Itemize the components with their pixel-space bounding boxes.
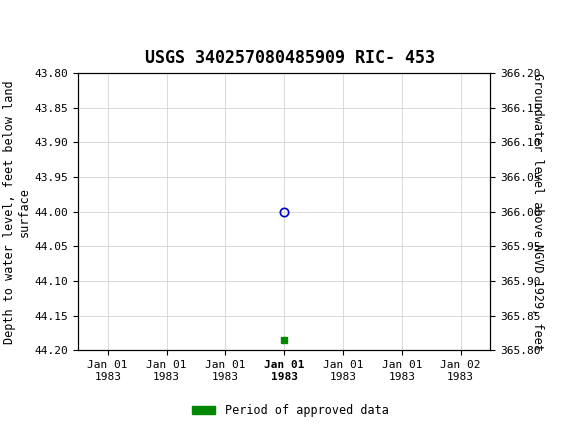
- Y-axis label: Groundwater level above NGVD 1929, feet: Groundwater level above NGVD 1929, feet: [531, 73, 545, 351]
- Text: USGS 340257080485909 RIC- 453: USGS 340257080485909 RIC- 453: [145, 49, 435, 67]
- Legend: Period of approved data: Period of approved data: [187, 399, 393, 422]
- Text: ≡USGS: ≡USGS: [3, 9, 57, 27]
- Y-axis label: Depth to water level, feet below land
surface: Depth to water level, feet below land su…: [3, 80, 31, 344]
